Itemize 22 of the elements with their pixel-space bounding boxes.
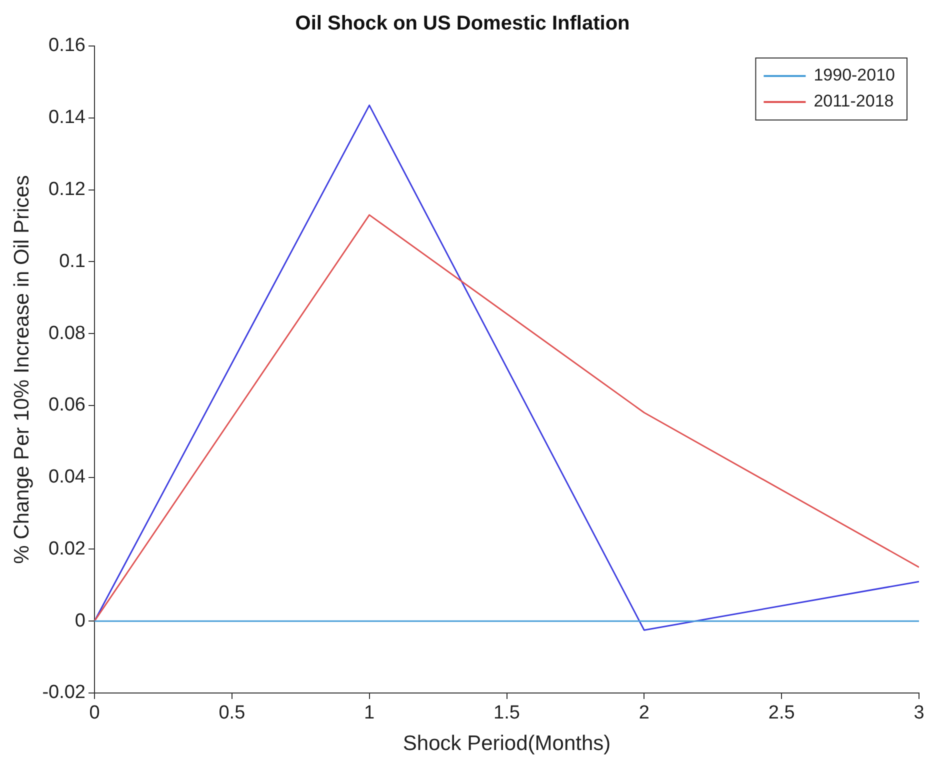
y-tick-label: 0.16 bbox=[48, 35, 86, 56]
x-tick-label: 1 bbox=[364, 702, 375, 724]
x-axis-title: Shock Period(Months) bbox=[402, 732, 611, 756]
x-tick-label: 3 bbox=[914, 702, 924, 724]
y-tick-label: -0.02 bbox=[42, 682, 86, 704]
x-tick-label: 0.5 bbox=[218, 702, 246, 724]
x-tick-label: 1.5 bbox=[494, 702, 520, 724]
chart-title: Oil Shock on US Domestic Inflation bbox=[295, 12, 630, 35]
y-axis-title: % Change Per 10% Increase in Oil Prices bbox=[10, 175, 34, 564]
y-tick-label: 0.12 bbox=[48, 179, 86, 200]
x-tick-label: 2 bbox=[638, 702, 650, 724]
y-tick-label: 0.06 bbox=[48, 394, 86, 416]
y-tick-label: 0.04 bbox=[48, 466, 86, 488]
x-tick-label: 2.5 bbox=[768, 702, 795, 724]
y-tick-label: 0.08 bbox=[48, 322, 86, 344]
y-tick-label: 0 bbox=[74, 610, 86, 632]
y-tick-label: 0.1 bbox=[59, 250, 86, 272]
legend-label: 2011-2018 bbox=[814, 92, 894, 111]
legend-label: 1990-2010 bbox=[814, 66, 896, 85]
x-tick-label: 0 bbox=[89, 702, 100, 724]
y-tick-label: 0.14 bbox=[48, 107, 86, 128]
y-tick-label: 0.02 bbox=[48, 538, 86, 560]
